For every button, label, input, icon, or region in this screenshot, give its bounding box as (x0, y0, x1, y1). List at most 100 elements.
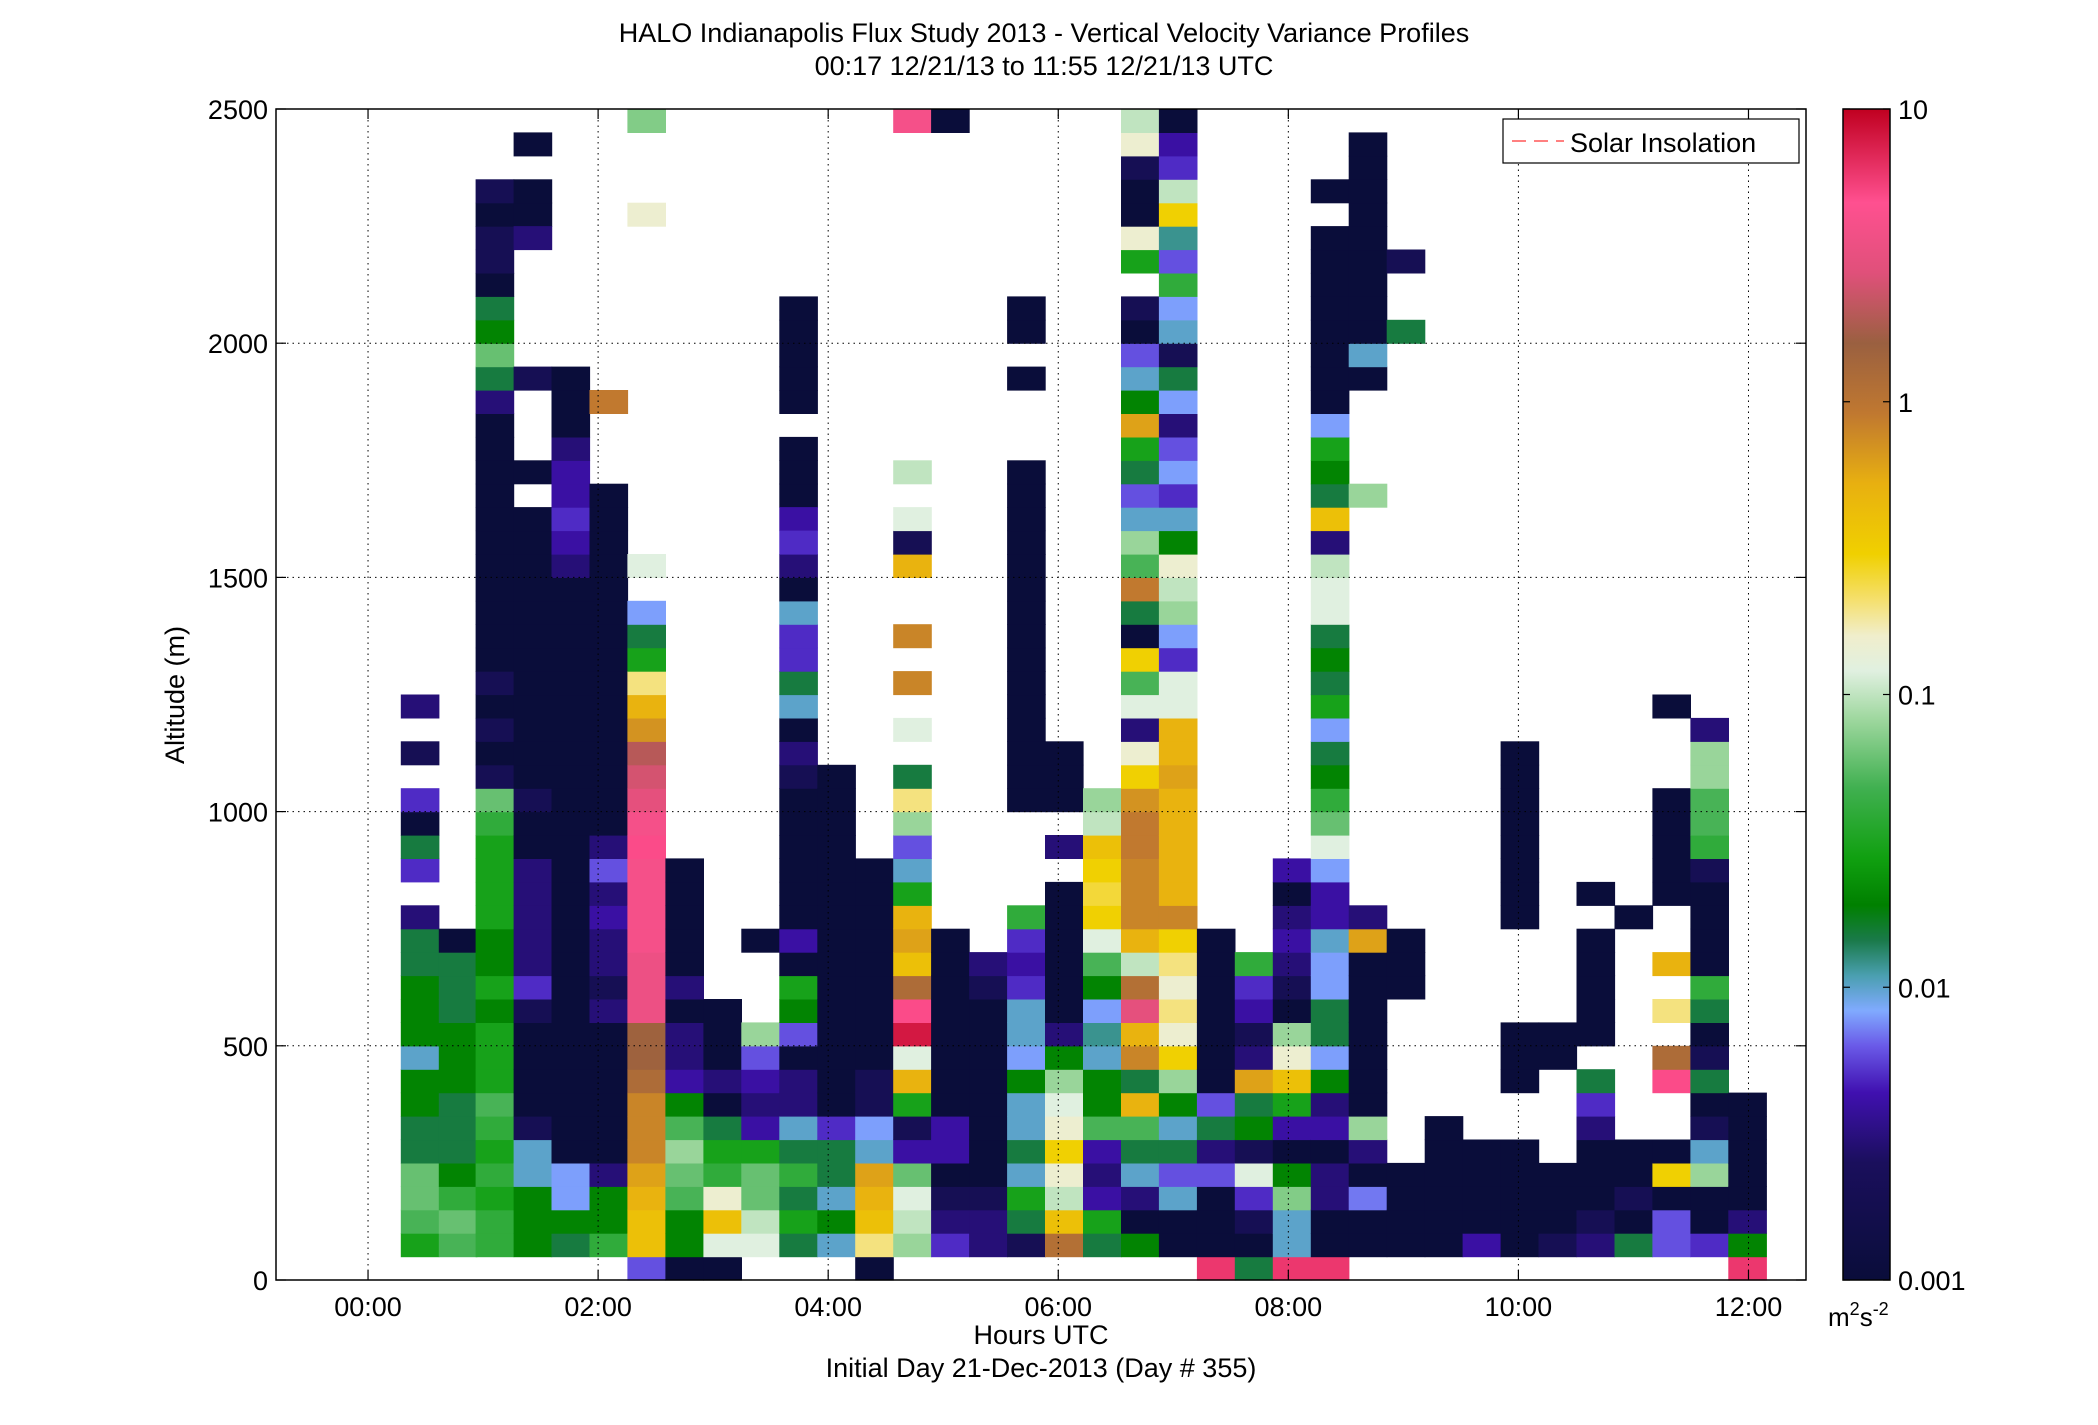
heatmap-cells (400, 109, 1767, 1281)
heatmap-cell (1196, 1162, 1236, 1187)
heatmap-cell (1652, 1209, 1691, 1234)
heatmap-cell (475, 202, 515, 227)
heatmap-cell (513, 226, 553, 251)
heatmap-cell (855, 1139, 894, 1164)
heatmap-cell (1083, 905, 1122, 930)
heatmap-cell (1652, 835, 1691, 859)
x-tick-label: 06:00 (1024, 1292, 1092, 1322)
heatmap-cell (1045, 1045, 1084, 1070)
heatmap-cell (589, 1209, 629, 1234)
heatmap-cell (779, 507, 818, 532)
heatmap-cell (1310, 390, 1350, 414)
heatmap-cell (1158, 788, 1198, 813)
heatmap-cell (627, 717, 666, 742)
heatmap-cell (1310, 1022, 1350, 1047)
heatmap-cell (1007, 717, 1046, 742)
heatmap-cell (1614, 1139, 1654, 1164)
heatmap-cell (969, 1209, 1008, 1234)
heatmap-cell (1348, 905, 1388, 930)
heatmap-cell (1121, 881, 1160, 906)
heatmap-cell (1158, 881, 1198, 906)
heatmap-cell (931, 1069, 970, 1094)
heatmap-cell (400, 1045, 440, 1070)
heatmap-cell (779, 788, 818, 813)
heatmap-cell (1158, 1092, 1198, 1117)
heatmap-cell (931, 1209, 970, 1234)
colorbar-unit-mid: s (1860, 1302, 1873, 1332)
heatmap-cell (1310, 764, 1350, 789)
heatmap-cell (475, 1233, 515, 1258)
heatmap-cell (1576, 1069, 1616, 1094)
heatmap-cell (1310, 600, 1350, 625)
heatmap-cell (1272, 1116, 1312, 1141)
heatmap-cell (400, 1162, 440, 1187)
heatmap-cell (1083, 881, 1122, 906)
heatmap-cell (1310, 1256, 1350, 1281)
heatmap-cell (665, 1139, 704, 1164)
heatmap-cell (817, 1022, 856, 1047)
heatmap-cell (1690, 1045, 1729, 1070)
heatmap-cell (1158, 202, 1198, 227)
heatmap-cell (627, 600, 666, 625)
heatmap-cell (1500, 1233, 1540, 1258)
heatmap-cell (779, 1022, 818, 1047)
heatmap-cell (513, 858, 553, 883)
heatmap-cell (400, 1116, 440, 1141)
heatmap-cell (893, 975, 932, 1000)
heatmap-cell (1348, 249, 1388, 274)
heatmap-cell (931, 1116, 970, 1141)
heatmap-cell (1310, 952, 1350, 977)
heatmap-cell (475, 1069, 515, 1094)
heatmap-cell (1158, 975, 1198, 1000)
heatmap-cell (1234, 1186, 1274, 1211)
heatmap-cell (1158, 530, 1198, 555)
heatmap-cell (779, 999, 818, 1023)
heatmap-cell (1158, 109, 1198, 133)
heatmap-cell (627, 694, 666, 719)
heatmap-cell (1310, 1092, 1350, 1117)
heatmap-cell (1348, 952, 1388, 977)
heatmap-cell (475, 1186, 515, 1211)
heatmap-cell (551, 811, 591, 836)
heatmap-cell (1690, 741, 1729, 766)
heatmap-cell (855, 928, 894, 953)
heatmap-cell (400, 788, 440, 813)
y-axis-label: Altitude (m) (160, 626, 190, 764)
heatmap-cell (1652, 999, 1691, 1023)
heatmap-cell (1196, 1069, 1236, 1094)
x-axis-label: Hours UTC (973, 1320, 1108, 1350)
heatmap-cell (1310, 928, 1350, 953)
heatmap-cell (627, 202, 666, 227)
heatmap-cell (513, 999, 553, 1023)
heatmap-cell (893, 1139, 932, 1164)
heatmap-cell (817, 952, 856, 977)
heatmap-cell (893, 460, 932, 485)
heatmap-cell (1462, 1139, 1502, 1164)
heatmap-cell (893, 109, 932, 133)
heatmap-cell (589, 1069, 629, 1094)
heatmap-cell (1462, 1233, 1502, 1258)
heatmap-cell (475, 764, 515, 789)
heatmap-cell (817, 1069, 856, 1094)
heatmap-cell (1234, 1022, 1274, 1047)
heatmap-cell (551, 788, 591, 813)
heatmap-cell (741, 1139, 780, 1164)
heatmap-cell (1121, 1186, 1160, 1211)
heatmap-cell (551, 1022, 591, 1047)
heatmap-cell (893, 554, 932, 578)
heatmap-cell (1121, 296, 1160, 321)
y-tick-label: 1500 (208, 563, 268, 593)
y-tick-label: 2000 (208, 329, 268, 359)
heatmap-cell (438, 1116, 478, 1141)
heatmap-cell (1234, 1256, 1274, 1281)
heatmap-cell (893, 1116, 932, 1141)
heatmap-cell (400, 1092, 440, 1117)
heatmap-cell (1121, 460, 1160, 485)
heatmap-cell (1045, 975, 1084, 1000)
heatmap-cell (665, 952, 704, 977)
heatmap-cell (1576, 1186, 1616, 1211)
heatmap-cell (1158, 717, 1198, 742)
heatmap-cell (1158, 1022, 1198, 1047)
heatmap-cell (1158, 272, 1198, 297)
heatmap-cell (1690, 811, 1729, 836)
